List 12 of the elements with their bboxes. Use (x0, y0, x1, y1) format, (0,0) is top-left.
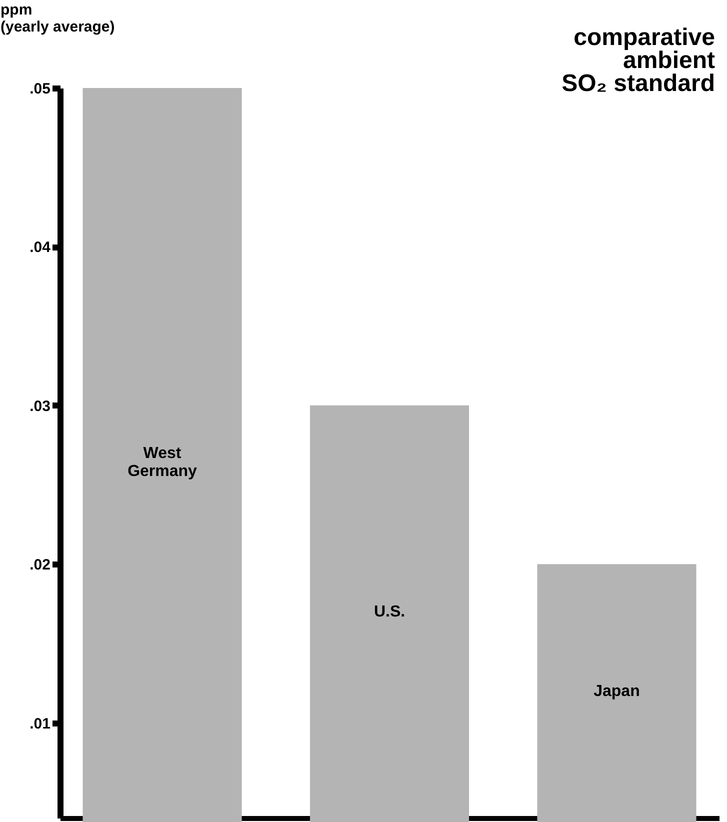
text: comparative (574, 24, 715, 51)
text: SO₂ standard (562, 70, 715, 97)
text: ppm (0, 2, 32, 18)
y-tick-label: .02 (30, 556, 50, 574)
y-tick-label: .01 (30, 715, 50, 732)
x-tick-label: U.S. (374, 604, 406, 621)
x-tick-label: Japan (594, 683, 640, 700)
y-tick-label: .04 (30, 239, 52, 256)
text: (yearly average) (0, 18, 115, 36)
x-tick-label: West Germany (128, 445, 198, 480)
y-tick-label: .03 (30, 398, 50, 415)
y-tick-label: .05 (30, 80, 50, 98)
